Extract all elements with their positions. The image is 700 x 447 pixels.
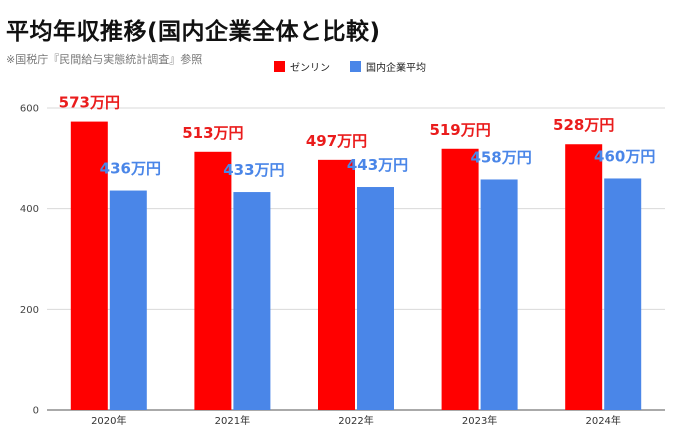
data-label-series-1: 573万円 (59, 94, 120, 112)
data-label-series-2: 436万円 (100, 160, 161, 178)
chart-title: 平均年収推移(国内企業全体と比較) (6, 19, 381, 45)
bar-series-1 (70, 121, 108, 410)
data-label-series-1: 519万円 (429, 121, 490, 139)
bar-series-1 (565, 144, 603, 411)
legend-label-series-2: 国内企業平均 (366, 63, 426, 74)
legend-swatch-series-2 (350, 61, 361, 72)
data-label-series-1: 528万円 (553, 116, 614, 134)
bar-series-2 (480, 179, 518, 410)
data-label-series-1: 497万円 (306, 132, 367, 150)
data-label-series-2: 433万円 (223, 161, 284, 179)
legend-item-series-1: ゼンリン (274, 59, 330, 74)
legend: ゼンリン 国内企業平均 (274, 59, 446, 74)
x-tick-label: 2020年 (91, 414, 126, 427)
bar-series-1 (194, 151, 232, 411)
bar-series-2 (604, 178, 642, 410)
y-tick-label: 400 (20, 204, 39, 215)
x-tick-label: 2024年 (585, 414, 620, 427)
x-tick-label: 2021年 (215, 414, 250, 427)
y-tick-label: 600 (20, 104, 39, 115)
data-label-series-2: 443万円 (347, 156, 408, 174)
bar-series-2 (357, 187, 394, 410)
data-label-series-1: 513万円 (182, 124, 243, 142)
y-tick-label: 200 (20, 305, 39, 316)
chart-subtitle: ※国税庁『民間給与実態統計調査』参照 (6, 53, 203, 66)
legend-label-series-1: ゼンリン (290, 63, 330, 74)
bar-series-2 (109, 190, 147, 410)
x-tick-label: 2023年 (462, 414, 497, 427)
data-label-series-2: 458万円 (470, 148, 531, 166)
bar-series-1 (441, 148, 479, 410)
x-tick-label: 2022年 (338, 414, 373, 427)
legend-swatch-series-1 (274, 61, 285, 72)
y-tick-label: 0 (33, 406, 39, 417)
legend-item-series-2: 国内企業平均 (350, 59, 426, 74)
data-label-series-2: 460万円 (594, 147, 655, 165)
bar-series-2 (233, 192, 271, 410)
bar-series-1 (318, 159, 355, 410)
